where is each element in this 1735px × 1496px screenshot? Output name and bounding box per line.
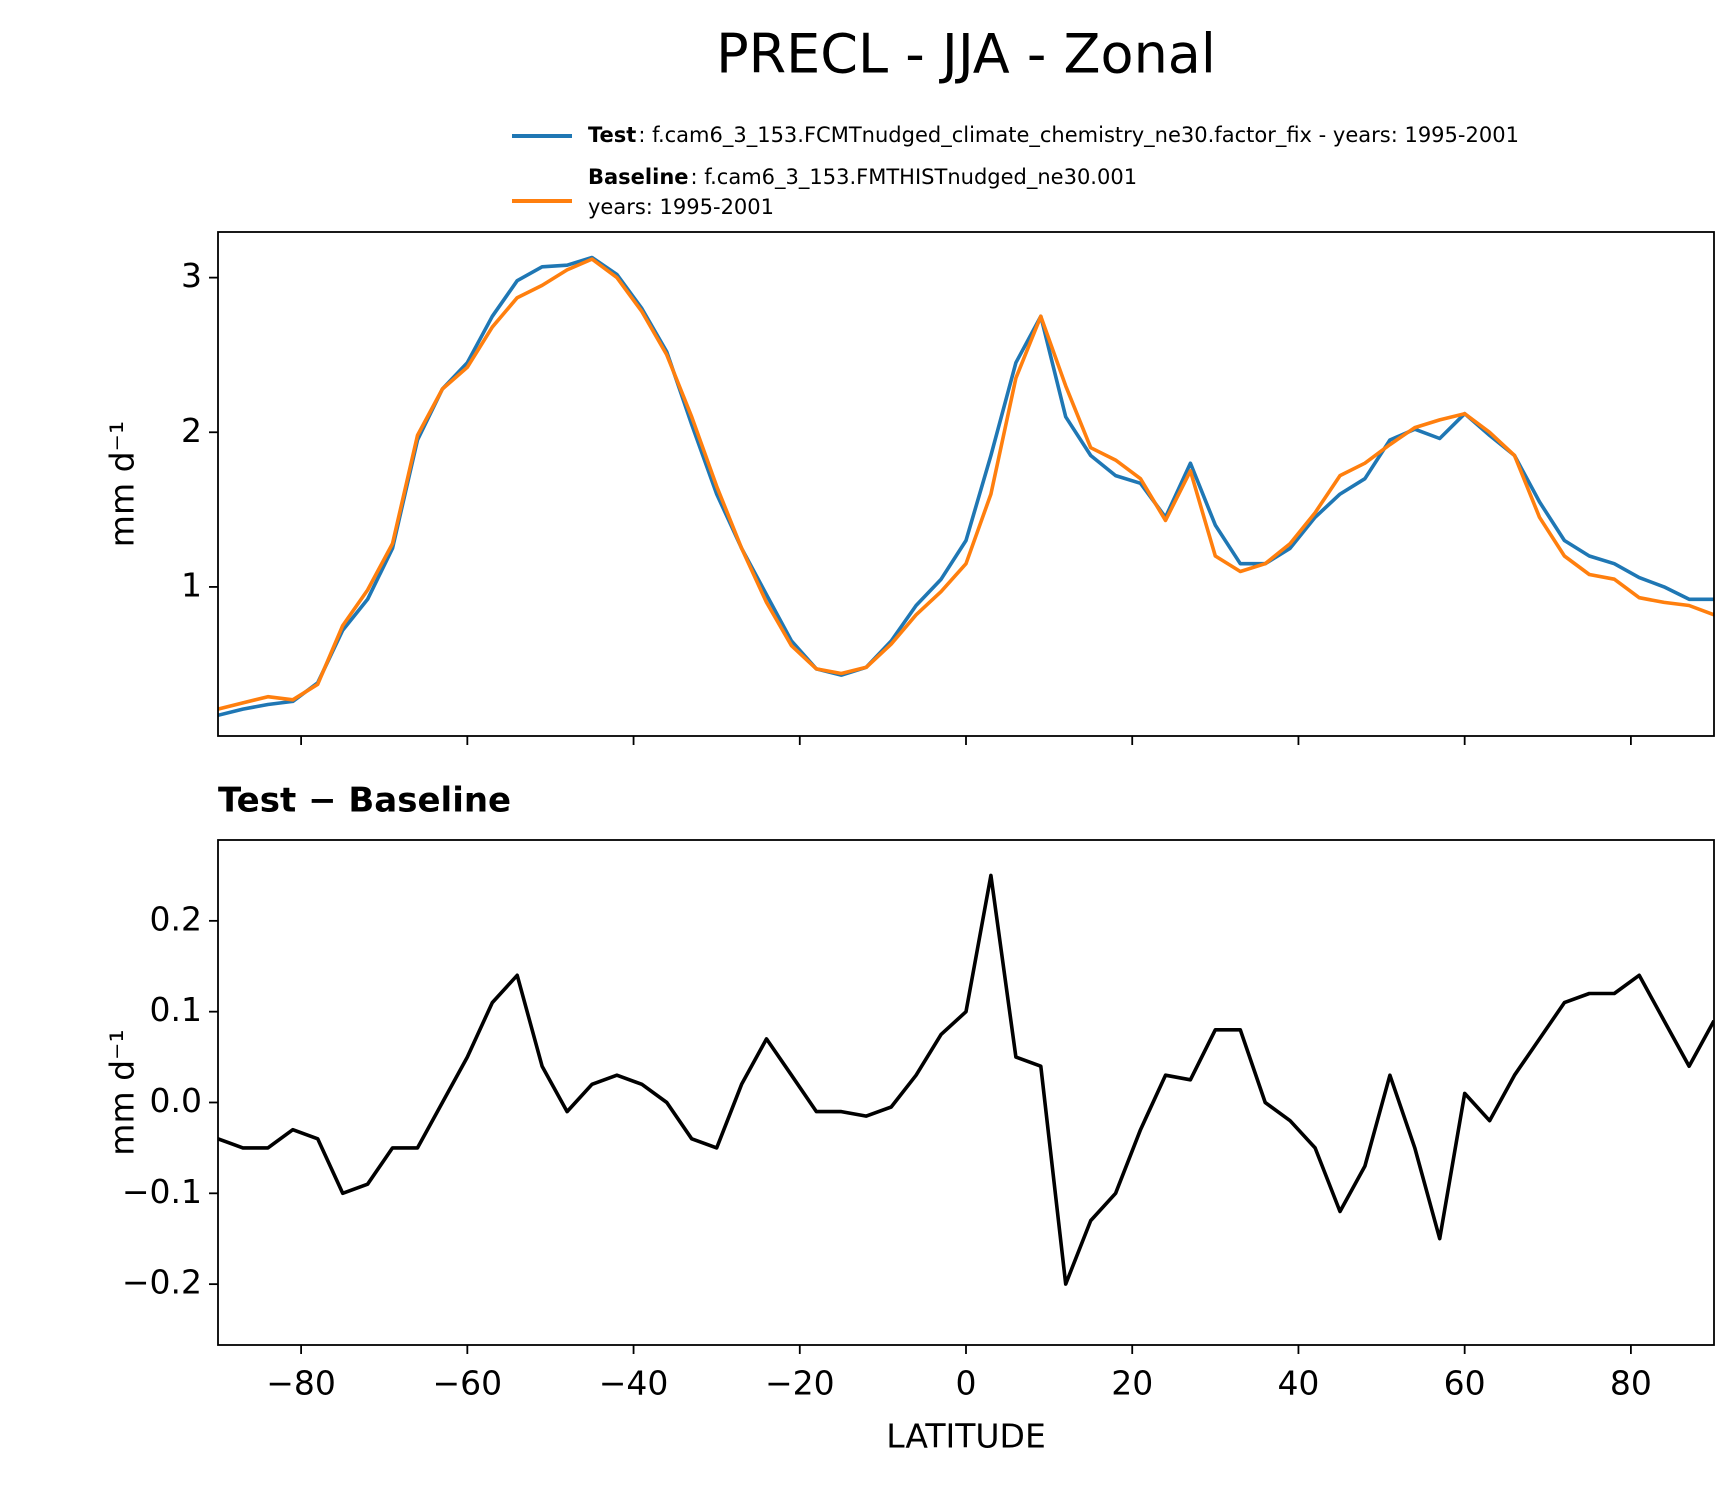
data-line bbox=[218, 255, 1714, 718]
y-tick-label: −0.1 bbox=[122, 1172, 202, 1211]
x-tick-label: −20 bbox=[765, 1364, 835, 1403]
x-tick-label: 40 bbox=[1277, 1364, 1319, 1403]
y-axis-label: mm d⁻¹ bbox=[103, 1029, 142, 1155]
x-tick-label: 60 bbox=[1444, 1364, 1486, 1403]
y-tick-label: −0.2 bbox=[122, 1263, 202, 1302]
x-tick-label: −80 bbox=[266, 1364, 336, 1403]
y-tick-label: 2 bbox=[181, 411, 202, 450]
x-tick-label: −60 bbox=[433, 1364, 503, 1403]
legend-name: Baseline bbox=[588, 165, 689, 189]
axes-title: Test − Baseline bbox=[218, 781, 511, 821]
y-tick-label: 1 bbox=[181, 565, 202, 604]
legend-description: : f.cam6_3_153.FMTHISTnudged_ne30.001 bbox=[691, 165, 1138, 190]
y-tick-label: 0.2 bbox=[150, 899, 202, 938]
x-tick-label: 20 bbox=[1111, 1364, 1153, 1403]
y-tick-label: 0.1 bbox=[150, 990, 202, 1029]
y-tick-label: 0.0 bbox=[150, 1081, 202, 1120]
data-line bbox=[218, 257, 1714, 711]
data-line bbox=[218, 873, 1714, 1286]
x-axis-label: LATITUDE bbox=[886, 1417, 1046, 1456]
x-tick-label: 0 bbox=[956, 1364, 977, 1403]
x-tick-label: −40 bbox=[599, 1364, 669, 1403]
figure-title: PRECL - JJA - Zonal bbox=[716, 23, 1216, 86]
legend-description: years: 1995-2001 bbox=[588, 195, 774, 219]
x-tick-label: 80 bbox=[1610, 1364, 1652, 1403]
axes-frame bbox=[217, 231, 1715, 737]
legend-name: Test bbox=[588, 123, 636, 147]
legend-description: : f.cam6_3_153.FCMTnudged_climate_chemis… bbox=[638, 123, 1519, 148]
y-axis-label: mm d⁻¹ bbox=[103, 421, 142, 547]
axes-frame bbox=[217, 839, 1715, 1346]
y-tick-label: 3 bbox=[181, 256, 202, 295]
